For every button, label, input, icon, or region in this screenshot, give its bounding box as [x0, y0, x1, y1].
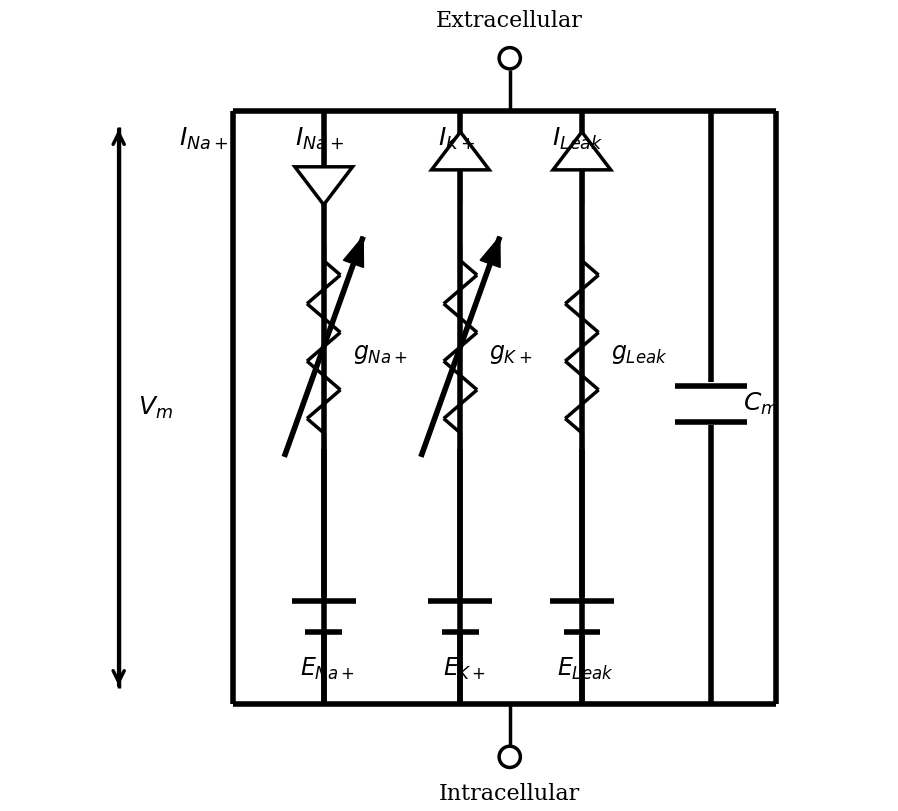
Text: $I_{K+}$: $I_{K+}$: [438, 126, 475, 152]
Text: $g_{Leak}$: $g_{Leak}$: [611, 343, 667, 366]
Text: $g_{Na+}$: $g_{Na+}$: [353, 343, 408, 366]
Text: $I_{Na+}$: $I_{Na+}$: [180, 126, 229, 152]
Text: $E_{Leak}$: $E_{Leak}$: [558, 656, 614, 682]
Polygon shape: [343, 237, 364, 268]
Text: $V_m$: $V_m$: [137, 394, 172, 421]
Text: $I_{Leak}$: $I_{Leak}$: [552, 126, 603, 152]
Polygon shape: [295, 167, 353, 204]
Polygon shape: [480, 237, 500, 268]
Text: Intracellular: Intracellular: [439, 783, 580, 805]
Text: $C_m$: $C_m$: [743, 391, 779, 417]
Text: Extracellular: Extracellular: [436, 10, 583, 32]
Text: $I_{Na+}$: $I_{Na+}$: [295, 126, 345, 152]
Text: $E_{Na+}$: $E_{Na+}$: [300, 656, 355, 682]
Polygon shape: [553, 132, 611, 169]
Text: $E_{K+}$: $E_{K+}$: [443, 656, 486, 682]
Polygon shape: [432, 132, 489, 169]
Text: $g_{K+}$: $g_{K+}$: [489, 343, 533, 366]
